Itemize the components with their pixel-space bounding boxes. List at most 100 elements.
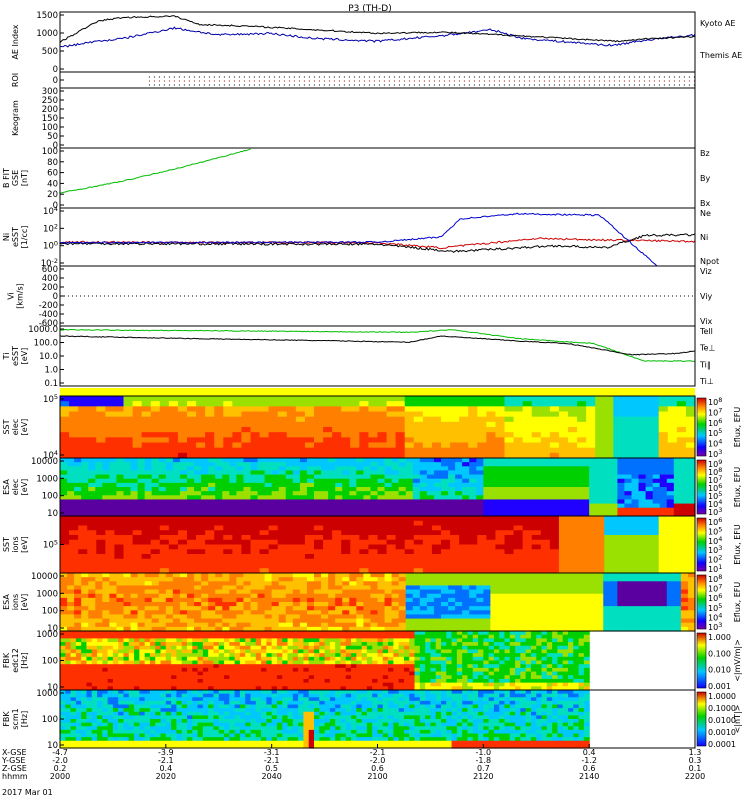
xtick-label: 0.2 bbox=[54, 764, 67, 773]
bfit-ylabel: B FITGSE[nT] bbox=[2, 168, 29, 188]
ti-ytick-label: 1000.0 bbox=[28, 325, 58, 335]
xtick-label: 0.5 bbox=[265, 764, 278, 773]
sst-ion-spectrogram bbox=[60, 516, 696, 574]
esa_e-cbar-tick: 107 bbox=[708, 474, 722, 485]
xtick-label: 0.7 bbox=[477, 764, 490, 773]
sst_e-cbar-label: Eflux, EFU bbox=[733, 407, 742, 448]
keogram-ytick-label: 150 bbox=[42, 114, 58, 124]
vi-ytick-label: 400 bbox=[42, 274, 58, 284]
xtick-label: 2200 bbox=[685, 772, 705, 781]
ti-ytick-label: 100.0 bbox=[34, 339, 58, 349]
roi-frame bbox=[59, 71, 696, 89]
ni-ytick-label: 10-2 bbox=[41, 257, 58, 269]
sst-header-strip bbox=[60, 388, 695, 396]
xaxis-row-label: X-GSE bbox=[2, 748, 27, 757]
esa_i-cbar-tick: 103 bbox=[708, 621, 722, 632]
ti-frame bbox=[59, 325, 696, 387]
esa_i-colorbar bbox=[696, 574, 707, 630]
fbk_e-cbar-tick: 0.010 bbox=[708, 666, 731, 675]
sst_e-cbar-tick: 106 bbox=[708, 417, 722, 428]
bfit-ytick-label: 100 bbox=[42, 147, 58, 157]
sst_i-cbar-tick: 101 bbox=[708, 563, 722, 574]
ae-legend-0: Kyoto AE bbox=[700, 19, 735, 28]
ti-legend-2: Ti‖ bbox=[699, 360, 711, 369]
ae-ytick-label: 1500 bbox=[36, 11, 58, 21]
fbk_b-cbar-tick: 0.0010 bbox=[708, 728, 736, 737]
sst_i-ylabel: SSTions[eV] bbox=[2, 536, 29, 553]
vi-legend-1: Viy bbox=[700, 292, 713, 301]
spectrogram-layer bbox=[60, 388, 696, 749]
xtick-label: -2.0 bbox=[52, 756, 68, 765]
roi-ytick-label: 0 bbox=[53, 76, 58, 86]
xaxis-row-label: hhmm bbox=[2, 772, 28, 781]
xtick-label: -2.1 bbox=[158, 756, 174, 765]
sst_e-ytick-label: 105 bbox=[43, 393, 58, 405]
keogram-ytick-label: 100 bbox=[42, 123, 58, 133]
fbk_b-colorbar bbox=[696, 691, 707, 747]
ae-ytick-label: 0 bbox=[53, 65, 58, 75]
ti-ylabel: TieSST[eV] bbox=[2, 346, 29, 366]
vi-ytick-label: 200 bbox=[42, 283, 58, 293]
fbk_e-cbar-label: <|mV/m|> bbox=[733, 639, 742, 682]
ti-ytick-label: 10.0 bbox=[39, 352, 58, 362]
sst_i-colorbar bbox=[696, 517, 707, 572]
plot-title: P3 (TH-D) bbox=[348, 4, 391, 14]
fbk_e-ytick-label: 1000 bbox=[36, 630, 58, 640]
ni-ytick-label: 100 bbox=[43, 240, 58, 252]
ni-legend-2: Npot bbox=[700, 257, 719, 266]
xtick-label: 0.6 bbox=[583, 764, 596, 773]
sst_e-cbar-tick: 108 bbox=[708, 396, 722, 407]
fbk_b-cbar-label: <|nT|> bbox=[733, 705, 742, 734]
ni-ytick-label: 104 bbox=[43, 205, 58, 217]
keogram-ytick-label: 50 bbox=[47, 132, 58, 142]
sst_i-cbar-tick: 104 bbox=[708, 535, 722, 546]
xtick-label: -4.7 bbox=[52, 748, 68, 757]
sst_e-cbar-tick: 107 bbox=[708, 406, 722, 417]
fbk_e-ytick-label: 100 bbox=[42, 657, 58, 667]
keogram-frame bbox=[59, 87, 696, 149]
xtick-label: -2.1 bbox=[370, 748, 386, 757]
xtick-label: 0.3 bbox=[689, 756, 702, 765]
fbk_b-cbar-tick: 0.0100 bbox=[708, 716, 736, 725]
bfit-legend-2: Bx bbox=[700, 199, 710, 208]
fbk_e-cbar-tick: 0.100 bbox=[708, 649, 731, 658]
ae-ytick-label: 500 bbox=[42, 47, 58, 57]
esa_i-cbar-tick: 104 bbox=[708, 611, 722, 622]
esa_i-cbar-label: Eflux, EFU bbox=[733, 582, 742, 623]
fbk_e-colorbar bbox=[696, 632, 707, 689]
fbk-scm1-spectrogram bbox=[60, 690, 590, 749]
fbk_e-cbar-tick: 0.001 bbox=[708, 682, 731, 691]
fbk_e-ytick-label: 10 bbox=[47, 683, 58, 693]
vi-frame bbox=[59, 265, 696, 327]
esa_i-ytick-label: 10000 bbox=[31, 572, 58, 582]
sst_e-cbar-tick: 104 bbox=[708, 438, 722, 449]
sst_e-colorbar bbox=[696, 397, 707, 457]
vi-legend-2: Vix bbox=[700, 317, 713, 326]
vi-ytick-label: -600 bbox=[39, 319, 58, 329]
sst_e-cbar-tick: 103 bbox=[708, 448, 722, 459]
bfit-legend-0: Bz bbox=[700, 149, 710, 158]
esa_e-cbar-tick: 104 bbox=[708, 498, 722, 509]
esa_i-ylabel: ESAions[eV] bbox=[2, 594, 29, 611]
ae-ytick-label: 1000 bbox=[36, 29, 58, 39]
sst-electron-spectrogram bbox=[60, 396, 696, 459]
xtick-label: 0.6 bbox=[371, 764, 384, 773]
sst_i-cbar-tick: 105 bbox=[708, 525, 722, 536]
esa_i-ytick-label: 1000 bbox=[36, 589, 58, 599]
vi-ylabel: Vi[km/s] bbox=[7, 283, 25, 309]
keogram-ylabel: Keogram bbox=[11, 100, 20, 136]
kyoto-ae-line bbox=[59, 26, 696, 48]
ti-parallel-line bbox=[59, 329, 696, 362]
esa_e-ytick-label: 100 bbox=[42, 492, 58, 502]
esa_e-ylabel: ESAelec[eV] bbox=[2, 479, 29, 496]
ni-ytick-label: 102 bbox=[43, 222, 58, 234]
bfit-legend-1: By bbox=[700, 174, 710, 183]
ni-legend-1: Ni bbox=[700, 233, 708, 242]
vi-ytick-label: -400 bbox=[39, 310, 58, 320]
xtick-label: 2020 bbox=[156, 772, 176, 781]
esa-electron-spectrogram bbox=[60, 458, 696, 517]
